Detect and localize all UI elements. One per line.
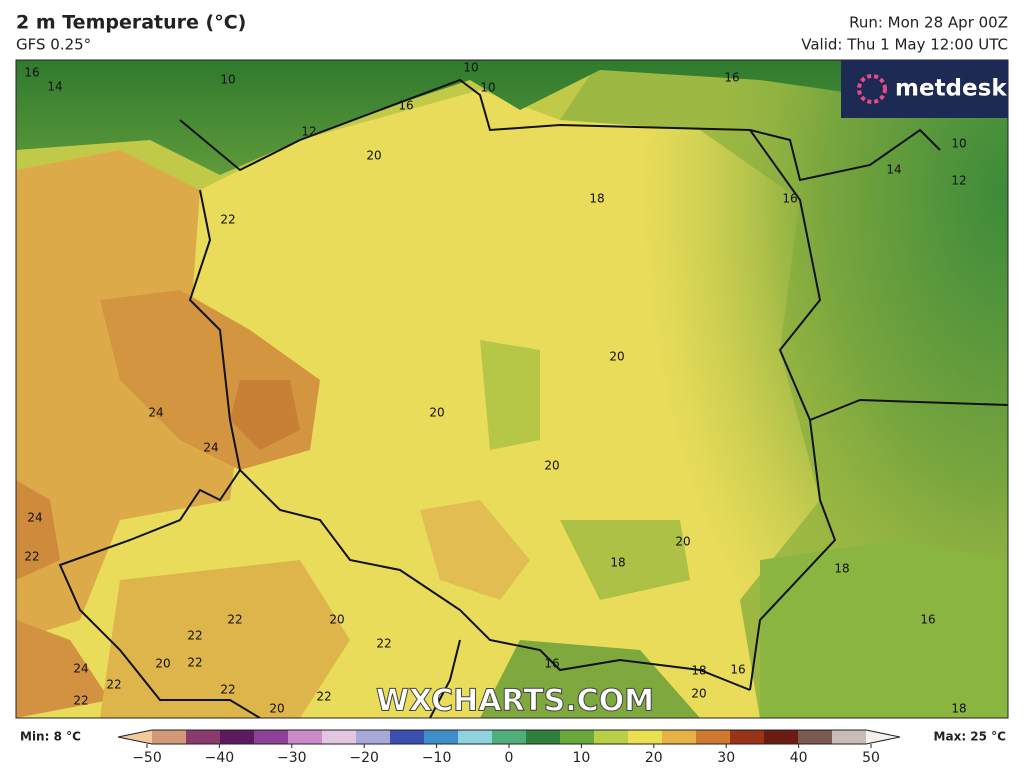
logo-icon [857,74,887,104]
colorbar-swatch [186,730,221,744]
colorbar-swatch [832,730,867,744]
contour-label: 18 [691,664,706,678]
tick-label: 20 [645,750,663,766]
watermark: WXCHARTS.COM [376,684,654,719]
colorbar-swatch [628,730,663,744]
colorbar-swatch [730,730,765,744]
contour-label: 20 [155,657,170,671]
contour-label: 14 [47,80,62,94]
contour-label: 22 [220,683,235,697]
colorbar-swatch [526,730,561,744]
valid: Valid: Thu 1 May 12:00 UTC [801,36,1008,54]
map [16,60,1008,718]
contour-label: 20 [429,406,444,420]
contour-label: 22 [316,690,331,704]
tick-label: −50 [132,750,162,766]
colorbar-swatch [866,730,900,744]
colorbar-swatch [594,730,629,744]
contour-label: 16 [398,99,413,113]
colorbar-swatch [560,730,595,744]
contour-label: 18 [589,192,604,206]
contour-label: 24 [203,441,218,455]
tick-label: −10 [422,750,452,766]
contour-label: 18 [951,702,966,716]
contour-label: 10 [220,73,235,87]
tick-label: 40 [790,750,808,766]
tick-label: 50 [862,750,880,766]
contour-label: 12 [301,125,316,139]
contour-label: 12 [951,174,966,188]
tick-label: 30 [717,750,735,766]
contour-label: 22 [227,613,242,627]
logo: metdesk [895,76,1007,102]
contour-label: 22 [187,656,202,670]
colorbar: −50 −40 −30 −20 −10 0 10 20 30 40 50 [117,729,901,766]
max-label: Max: 25 °C [934,730,1007,744]
contour-label: 22 [73,694,88,708]
min-label: Min: 8 °C [20,730,81,744]
contour-label: 16 [724,71,739,85]
colorbar-swatch [220,730,255,744]
tick-label: −30 [277,750,307,766]
title: 2 m Temperature (°C) [16,12,246,34]
tick-label: −40 [205,750,235,766]
contour-label: 20 [269,702,284,716]
logo-box [841,60,1008,118]
contour-label: 20 [609,350,624,364]
contour-label: 22 [376,637,391,651]
contour-label: 14 [886,163,901,177]
contour-label: 22 [220,213,235,227]
colorbar-swatch [662,730,697,744]
colorbar-swatch [458,730,493,744]
contour-label: 24 [73,662,88,676]
contour-label: 18 [610,556,625,570]
colorbar-swatch [492,730,527,744]
colorbar-swatch [322,730,357,744]
subtitle: GFS 0.25° [16,36,91,54]
colorbar-swatch [696,730,731,744]
contour-label: 10 [951,137,966,151]
tick-label: 0 [505,750,514,766]
contour-label: 20 [691,687,706,701]
colorbar-swatch [798,730,833,744]
contour-label: 10 [480,81,495,95]
contour-label: 20 [329,613,344,627]
map-frame [15,59,1009,719]
contour-label: 16 [920,613,935,627]
tick-label: −20 [349,750,379,766]
colorbar-swatch [152,730,187,744]
contour-label: 16 [782,192,797,206]
contour-label: 24 [148,406,163,420]
contour-label: 20 [544,459,559,473]
contour-label: 22 [106,678,121,692]
colorbar-swatch [118,730,152,744]
colorbar-swatch [764,730,799,744]
contour-label: 18 [834,562,849,576]
contour-label: 16 [24,66,39,80]
tick-label: 10 [572,750,590,766]
run: Run: Mon 28 Apr 00Z [849,14,1008,32]
colorbar-swatch [288,730,323,744]
contour-label: 20 [675,535,690,549]
colorbar-swatch [254,730,289,744]
colorbar-swatch [356,730,391,744]
contour-label: 22 [187,629,202,643]
contour-label: 16 [730,663,745,677]
colorbar-swatch [424,730,459,744]
colorbar-swatch [390,730,425,744]
contour-label: 20 [366,149,381,163]
contour-label: 10 [463,61,478,75]
contour-label: 24 [27,511,42,525]
contour-label: 22 [24,550,39,564]
contour-label: 16 [544,657,559,671]
colorbar-outline [117,729,901,745]
